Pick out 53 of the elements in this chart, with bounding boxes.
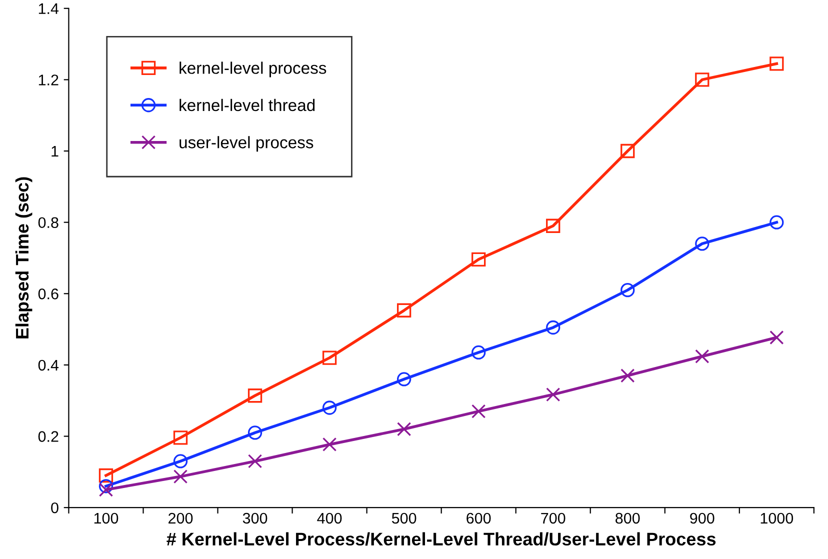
point bbox=[546, 218, 560, 233]
x-tick-label: 100 bbox=[94, 512, 118, 524]
point bbox=[173, 454, 188, 468]
point bbox=[98, 482, 114, 497]
x-tick-label: 200 bbox=[168, 512, 193, 524]
y-axis-title: Elapsed Time (sec) bbox=[15, 177, 32, 338]
point bbox=[770, 330, 784, 345]
x-tick-label: 600 bbox=[466, 512, 491, 524]
point bbox=[472, 404, 486, 418]
point bbox=[396, 303, 412, 318]
point bbox=[770, 56, 784, 71]
point bbox=[248, 426, 262, 440]
point bbox=[322, 437, 337, 452]
point bbox=[396, 422, 412, 436]
point bbox=[546, 320, 560, 335]
point bbox=[396, 372, 412, 386]
point bbox=[695, 349, 710, 364]
y-tick-label: 1.4 bbox=[38, 3, 59, 14]
y-tick-label: 0.8 bbox=[38, 217, 58, 228]
point bbox=[770, 215, 784, 230]
point bbox=[322, 400, 337, 415]
point bbox=[98, 468, 114, 483]
point bbox=[695, 236, 710, 251]
x-tick-label: 300 bbox=[242, 512, 268, 524]
legend-label: kernel-level process bbox=[180, 62, 326, 78]
point bbox=[173, 430, 188, 445]
point bbox=[472, 252, 486, 266]
point bbox=[620, 144, 635, 158]
point bbox=[472, 345, 486, 360]
legend-label: user-level process bbox=[180, 136, 314, 152]
x-tick-label: 1000 bbox=[760, 512, 794, 524]
point bbox=[98, 479, 114, 494]
point bbox=[695, 72, 710, 87]
y-tick-label: 0.6 bbox=[38, 288, 58, 300]
point bbox=[620, 282, 635, 298]
point bbox=[173, 469, 188, 484]
x-tick-label: 700 bbox=[541, 512, 566, 524]
x-tick-label: 400 bbox=[317, 512, 342, 524]
point bbox=[546, 387, 560, 402]
legend-label: kernel-level thread bbox=[180, 98, 315, 112]
y-tick-label: 0.2 bbox=[38, 431, 58, 442]
x-tick-label: 800 bbox=[616, 512, 640, 524]
point bbox=[248, 388, 262, 403]
y-tick-label: 1 bbox=[52, 146, 58, 157]
x-axis-title: # Kernel-Level Process/Kernel-Level Thread/User-Level Process bbox=[166, 532, 716, 546]
x-tick-label: 900 bbox=[690, 512, 714, 524]
point bbox=[322, 350, 337, 365]
point bbox=[248, 454, 262, 468]
x-tick-label: 500 bbox=[392, 512, 416, 524]
y-tick-label: 0.4 bbox=[38, 360, 59, 371]
y-tick-label: 0 bbox=[51, 502, 58, 514]
point bbox=[620, 368, 635, 383]
y-tick-label: 1.2 bbox=[38, 74, 58, 86]
